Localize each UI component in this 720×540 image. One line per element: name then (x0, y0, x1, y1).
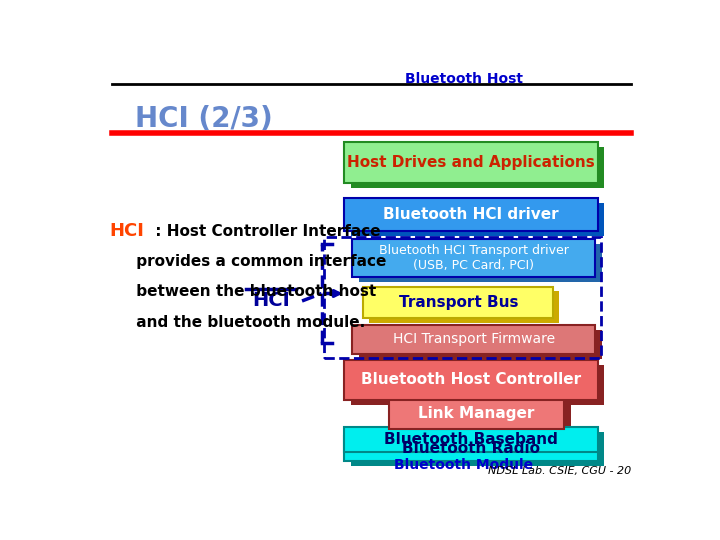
Text: Bluetooth Baseband: Bluetooth Baseband (384, 433, 558, 447)
FancyBboxPatch shape (351, 365, 605, 404)
FancyBboxPatch shape (352, 325, 595, 354)
Text: Bluetooth Module: Bluetooth Module (395, 458, 534, 472)
FancyBboxPatch shape (344, 141, 598, 183)
Text: HCI (2/3): HCI (2/3) (135, 105, 272, 133)
Text: Link Manager: Link Manager (418, 406, 535, 421)
FancyBboxPatch shape (351, 441, 605, 465)
Text: Transport Bus: Transport Bus (399, 295, 518, 310)
FancyBboxPatch shape (344, 436, 598, 461)
Text: Host Drives and Applications: Host Drives and Applications (347, 155, 595, 170)
FancyBboxPatch shape (344, 198, 598, 231)
Text: provides a common interface: provides a common interface (109, 254, 386, 269)
FancyBboxPatch shape (351, 147, 605, 188)
Text: NDSL Lab. CSIE, CGU - 20: NDSL Lab. CSIE, CGU - 20 (488, 467, 631, 476)
FancyBboxPatch shape (369, 292, 559, 322)
FancyBboxPatch shape (352, 239, 595, 277)
FancyBboxPatch shape (389, 397, 564, 429)
Text: and the bluetooth module.: and the bluetooth module. (109, 315, 365, 330)
Text: : Host Controller Interface: : Host Controller Interface (150, 224, 380, 239)
FancyBboxPatch shape (364, 287, 553, 319)
FancyBboxPatch shape (351, 433, 605, 457)
FancyBboxPatch shape (344, 360, 598, 400)
Text: between the bluetooth host: between the bluetooth host (109, 285, 376, 299)
FancyBboxPatch shape (395, 402, 571, 434)
Text: Bluetooth HCI Transport driver
(USB, PC Card, PCI): Bluetooth HCI Transport driver (USB, PC … (379, 244, 569, 272)
Text: Bluetooth Host: Bluetooth Host (405, 72, 523, 86)
FancyBboxPatch shape (359, 329, 602, 359)
Text: Bluetooth Host Controller: Bluetooth Host Controller (361, 372, 581, 387)
Text: HCI: HCI (253, 292, 290, 310)
Text: HCI: HCI (109, 222, 145, 240)
FancyBboxPatch shape (359, 245, 602, 282)
FancyBboxPatch shape (351, 203, 605, 236)
Text: Bluetooth HCI driver: Bluetooth HCI driver (383, 207, 559, 222)
Text: HCI Transport Firmware: HCI Transport Firmware (392, 332, 554, 346)
FancyBboxPatch shape (344, 427, 598, 453)
Text: Bluetooth Radio: Bluetooth Radio (402, 441, 540, 456)
